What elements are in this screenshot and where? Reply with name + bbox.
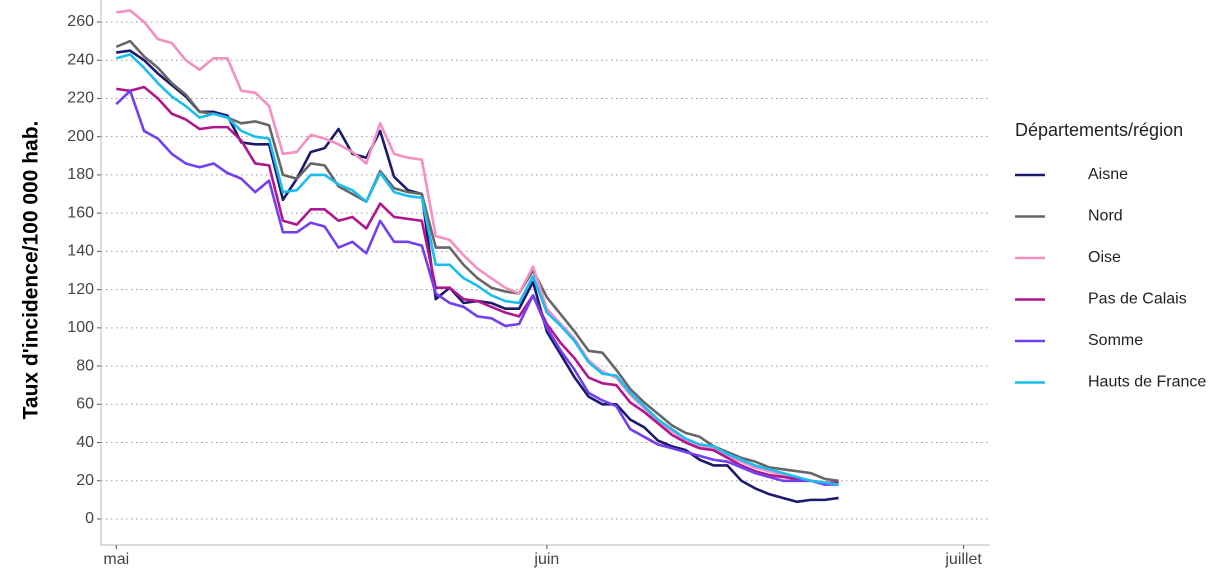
series-line bbox=[115, 89, 839, 486]
y-tick-label: 200 bbox=[67, 128, 94, 145]
series-line bbox=[116, 9, 839, 486]
y-tick-label: 60 bbox=[76, 396, 94, 413]
y-tick-label: 180 bbox=[67, 166, 94, 183]
x-tick-label: juillet bbox=[944, 551, 982, 568]
legend-title: Départements/région bbox=[1015, 120, 1183, 140]
legend-label: Nord bbox=[1088, 208, 1123, 225]
series-line bbox=[115, 53, 839, 486]
y-tick-label: 120 bbox=[67, 281, 94, 298]
y-tick-label: 260 bbox=[67, 13, 94, 30]
legend-label: Somme bbox=[1088, 332, 1143, 349]
legend-label: Oise bbox=[1088, 249, 1121, 266]
legend-label: Aisne bbox=[1088, 166, 1128, 183]
x-tick-label: mai bbox=[103, 551, 129, 568]
series-line bbox=[115, 39, 839, 483]
y-tick-label: 140 bbox=[67, 243, 94, 260]
series-line bbox=[116, 49, 839, 504]
y-tick-label: 0 bbox=[85, 510, 94, 527]
y-tick-label: 100 bbox=[67, 319, 94, 336]
y-axis-label: Taux d'incidence/100 000 hab. bbox=[20, 121, 43, 420]
x-tick-label: juin bbox=[533, 551, 559, 568]
y-tick-label: 240 bbox=[67, 51, 94, 68]
y-tick-label: 80 bbox=[76, 357, 94, 374]
y-tick-label: 160 bbox=[67, 204, 94, 221]
legend-label: Pas de Calais bbox=[1088, 291, 1187, 308]
y-tick-label: 220 bbox=[67, 90, 94, 107]
series-line bbox=[116, 85, 839, 484]
y-tick-label: 20 bbox=[76, 472, 94, 489]
y-tick-label: 40 bbox=[76, 434, 94, 451]
legend-label: Hauts de France bbox=[1088, 374, 1206, 391]
